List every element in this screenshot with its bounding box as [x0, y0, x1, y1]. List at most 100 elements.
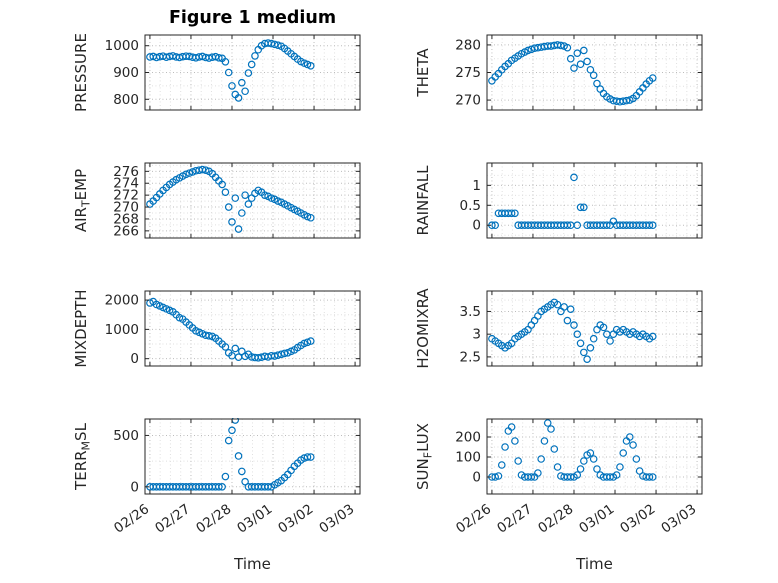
mixdepth-plot: 0 1000 2000 MIXDEPTH [72, 289, 361, 368]
subplot-pressure: 800 900 1000 PRESSURE [70, 30, 370, 125]
y-axis-label: RAINFALL [414, 165, 432, 236]
y-tick-labels: 0 500 [113, 428, 139, 495]
svg-text:272: 272 [113, 188, 139, 204]
svg-text:0: 0 [130, 351, 139, 367]
y-tick-labels: 270 275 280 [455, 37, 481, 108]
data-points [146, 39, 315, 102]
svg-text:276: 276 [113, 164, 139, 180]
svg-text:100: 100 [455, 450, 481, 466]
minor-grid [145, 163, 360, 238]
svg-text:200: 200 [455, 430, 481, 446]
data-points [146, 165, 315, 233]
svg-text:2.5: 2.5 [460, 349, 481, 365]
svg-text:0: 0 [472, 218, 481, 234]
axis-ticks [487, 419, 702, 494]
svg-text:02/26: 02/26 [111, 501, 152, 536]
axes-box [486, 290, 703, 367]
h2omixra-plot: 2.5 3 3.5 H2OMIXRA [414, 288, 703, 369]
pressure-plot: 800 900 1000 PRESSURE [72, 33, 361, 112]
svg-text:3.5: 3.5 [460, 304, 481, 320]
data-points [488, 419, 657, 481]
x-axis-label-left: Time [234, 555, 271, 573]
y-tick-labels: 0 1000 2000 [105, 293, 139, 368]
terr-msl-plot: 0 500 TERRMSL 02/26 02/27 02/28 03/01 03/02 03/0… [72, 418, 361, 537]
svg-text:03/01: 03/01 [576, 501, 617, 536]
svg-text:1: 1 [472, 178, 481, 194]
svg-text:02/27: 02/27 [494, 501, 535, 536]
y-axis-label: THETA [414, 48, 432, 98]
major-grid [145, 419, 360, 494]
svg-text:0: 0 [472, 470, 481, 486]
axis-ticks [145, 35, 360, 110]
svg-text:268: 268 [113, 211, 139, 227]
y-axis-label: H2OMIXRA [414, 288, 432, 369]
data-points [146, 297, 315, 362]
minor-grid [487, 291, 702, 366]
subplot-air-temp: 266 268 270 272 274 276 AIRTEMP [70, 158, 370, 253]
minor-grid [487, 163, 702, 238]
subplot-theta: 270 275 280 THETA [412, 30, 712, 125]
axis-ticks [145, 291, 360, 366]
svg-text:270: 270 [455, 93, 481, 109]
axis-ticks [145, 163, 360, 238]
x-tick-labels: 02/26 02/27 02/28 03/01 03/02 03/03 [111, 501, 357, 536]
svg-text:03/02: 03/02 [617, 501, 658, 536]
svg-text:280: 280 [455, 37, 481, 53]
y-tick-labels: 800 900 1000 [105, 38, 139, 108]
svg-text:03/03: 03/03 [316, 501, 357, 536]
svg-text:02/28: 02/28 [535, 501, 576, 536]
svg-text:03/02: 03/02 [275, 501, 316, 536]
svg-text:02/26: 02/26 [453, 501, 494, 536]
svg-text:500: 500 [113, 428, 139, 444]
y-axis-label: AIRTEMP [72, 169, 93, 232]
axis-ticks [487, 163, 702, 238]
svg-text:0: 0 [130, 479, 139, 495]
axis-ticks [145, 419, 360, 494]
theta-plot: 270 275 280 THETA [414, 34, 703, 111]
data-points [146, 418, 315, 491]
svg-text:270: 270 [113, 200, 139, 216]
data-points [488, 41, 657, 106]
y-axis-label: TERRMSL [72, 422, 93, 491]
major-grid [145, 35, 360, 110]
minor-grid [487, 35, 702, 110]
rainfall-plot: 0 0.5 1 RAINFALL [414, 162, 703, 239]
major-grid [487, 35, 702, 110]
svg-text:0.5: 0.5 [460, 198, 481, 214]
svg-text:03/01: 03/01 [234, 501, 275, 536]
minor-grid [487, 419, 702, 494]
svg-text:03/03: 03/03 [658, 501, 699, 536]
subplot-h2omixra: 2.5 3 3.5 H2OMIXRA [412, 286, 712, 381]
y-axis-label: SUNFLUX [414, 423, 435, 490]
subplot-rainfall: 0 0.5 1 RAINFALL [412, 158, 712, 253]
plot-background [145, 419, 360, 494]
axes-box [144, 418, 361, 495]
subplot-sun-flux: 0 100 200 SUNFLUX 02/26 02/27 02/28 03/01 03/02 0… [412, 414, 712, 569]
minor-grid [145, 419, 360, 494]
svg-text:266: 266 [113, 223, 139, 239]
x-tick-labels: 02/26 02/27 02/28 03/01 03/02 03/03 [453, 501, 699, 536]
major-grid [487, 419, 702, 494]
major-grid [487, 163, 702, 238]
svg-text:274: 274 [113, 176, 139, 192]
svg-text:2000: 2000 [105, 293, 139, 309]
y-tick-labels: 2.5 3 3.5 [460, 304, 481, 365]
axes-box [486, 162, 703, 239]
major-grid [145, 163, 360, 238]
y-tick-labels: 0 100 200 [455, 430, 481, 486]
subplot-mixdepth: 0 1000 2000 MIXDEPTH [70, 286, 370, 381]
svg-text:800: 800 [113, 92, 139, 108]
axes-box [144, 162, 361, 239]
svg-text:275: 275 [455, 65, 481, 81]
svg-text:02/27: 02/27 [152, 501, 193, 536]
svg-text:3: 3 [472, 327, 481, 343]
subplot-terr-msl: 0 500 TERRMSL 02/26 02/27 02/28 03/01 03/02 03/0… [70, 414, 370, 569]
major-grid [145, 291, 360, 366]
svg-text:1000: 1000 [105, 38, 139, 54]
svg-text:02/28: 02/28 [193, 501, 234, 536]
svg-text:900: 900 [113, 65, 139, 81]
